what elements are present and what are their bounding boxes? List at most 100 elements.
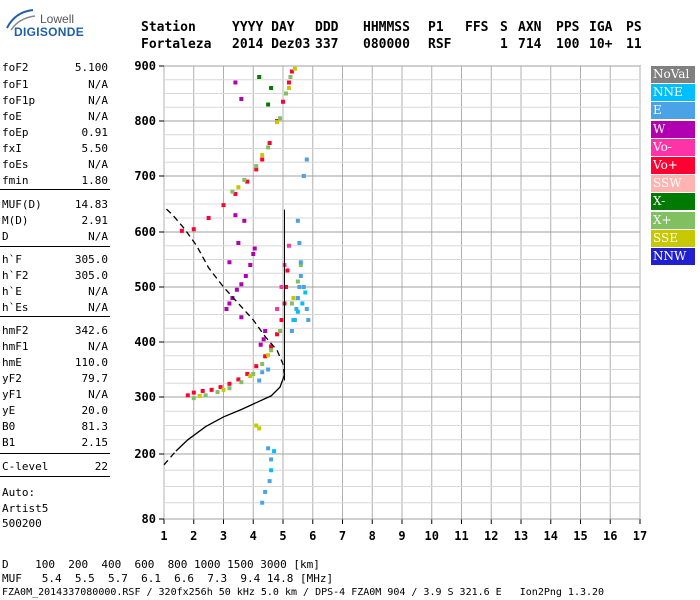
y-tick-label: 600 <box>134 225 156 239</box>
digisonde-logo-icon <box>6 9 36 31</box>
legend-item: Vo- <box>651 138 695 156</box>
legend-item: Vo+ <box>651 157 695 174</box>
param-row: C-level 22 <box>2 460 108 474</box>
param-name: h`F <box>2 253 22 266</box>
data-point <box>254 164 259 169</box>
data-point <box>279 285 284 289</box>
param-name: hmE <box>2 356 22 369</box>
data-point <box>281 99 285 104</box>
param-name: h`F2 <box>2 269 29 282</box>
data-point <box>206 216 211 220</box>
data-point <box>266 102 271 107</box>
param-row: yF2 79.7 <box>2 372 108 386</box>
data-point <box>304 307 309 311</box>
x-tick-label: 1 <box>160 529 167 543</box>
param-value: N/A <box>88 340 108 353</box>
header-label: S <box>500 20 508 35</box>
x-tick-label: 5 <box>279 529 286 543</box>
data-point <box>203 393 208 398</box>
header-label: DDD <box>315 20 339 35</box>
ionogram-chart: 1 2 3 4 5 6 7 8 9 10 11 12 13 14 15 16 17802003004005006… <box>134 59 647 543</box>
data-point <box>260 362 265 366</box>
data-point <box>275 332 280 337</box>
data-point <box>278 329 283 333</box>
param-name: foF1 <box>2 78 29 91</box>
x-tick-label: 14 <box>544 529 558 543</box>
data-point <box>279 318 284 322</box>
distance-row: D 100 200 400 600 800 1000 1500 3000 [km… <box>2 558 320 571</box>
x-tick-label: 8 <box>369 529 376 543</box>
param-value: 2.91 <box>81 214 109 227</box>
data-point <box>289 301 294 306</box>
panel-divider <box>0 189 110 190</box>
param-row: foE N/A <box>2 110 108 124</box>
data-point <box>248 263 253 267</box>
param-name: hmF2 <box>2 324 29 337</box>
data-point <box>283 91 288 96</box>
param-value: N/A <box>88 78 108 91</box>
header-label: AXN <box>518 20 542 35</box>
param-name: hmF1 <box>2 340 29 353</box>
data-point <box>221 387 226 392</box>
data-point <box>233 213 238 218</box>
data-point <box>233 191 238 196</box>
param-row: D N/A <box>2 230 108 244</box>
data-point <box>275 307 280 311</box>
data-point <box>263 329 268 333</box>
legend-item: SSE <box>651 229 695 247</box>
data-point <box>295 218 300 223</box>
data-point <box>234 287 239 292</box>
param-value: 1.80 <box>81 174 109 187</box>
data-point <box>294 307 299 311</box>
legend-item: E <box>651 102 695 120</box>
param-row: B1 2.15 <box>2 436 108 450</box>
data-point <box>230 189 235 194</box>
data-point <box>218 385 223 390</box>
data-point <box>185 393 190 398</box>
data-point <box>245 179 250 184</box>
data-point <box>263 489 268 494</box>
data-point <box>301 174 306 178</box>
data-point <box>251 371 256 376</box>
param-name: fmin <box>2 174 29 187</box>
x-tick-label: 10 <box>425 529 439 543</box>
data-point <box>269 86 274 90</box>
data-point <box>254 167 259 172</box>
x-tick-label: 11 <box>454 529 468 543</box>
data-point <box>285 268 290 273</box>
autoscale-code: 500200 <box>2 517 42 530</box>
legend-item: X+ <box>651 211 695 229</box>
param-row: MUF(D) 14.83 <box>2 198 108 212</box>
data-point <box>269 457 274 462</box>
data-point <box>252 246 257 251</box>
header-value: 337 <box>315 37 339 52</box>
data-point <box>227 301 232 306</box>
data-point <box>275 120 280 125</box>
param-name: M(D) <box>2 214 29 227</box>
data-point <box>239 380 244 385</box>
param-name: B1 <box>2 436 16 449</box>
header-label: YYYY DAY <box>232 20 295 35</box>
param-value: 305.0 <box>74 253 108 266</box>
data-point <box>239 97 244 101</box>
x-tick-label: 6 <box>309 529 316 543</box>
autoscale-label: Auto: <box>2 486 36 499</box>
data-point <box>269 344 274 349</box>
data-point <box>227 260 232 265</box>
param-row: hmF2 342.6 <box>2 324 108 338</box>
y-tick-label: 700 <box>134 169 156 183</box>
param-value: 0.91 <box>81 126 109 139</box>
data-point <box>266 367 271 372</box>
param-value: 342.6 <box>74 324 108 337</box>
profile-upper-dashed <box>163 206 286 376</box>
data-point <box>297 285 302 289</box>
data-point <box>298 260 303 265</box>
data-point <box>224 307 229 311</box>
y-tick-label: 800 <box>134 114 156 128</box>
data-point <box>239 282 244 287</box>
logo-digisonde: DIGISONDE <box>14 25 85 39</box>
header-value: 2014 Dez03 <box>232 37 311 52</box>
panel-divider <box>0 476 110 477</box>
y-tick-label: 900 <box>134 59 156 73</box>
data-point <box>257 75 262 79</box>
